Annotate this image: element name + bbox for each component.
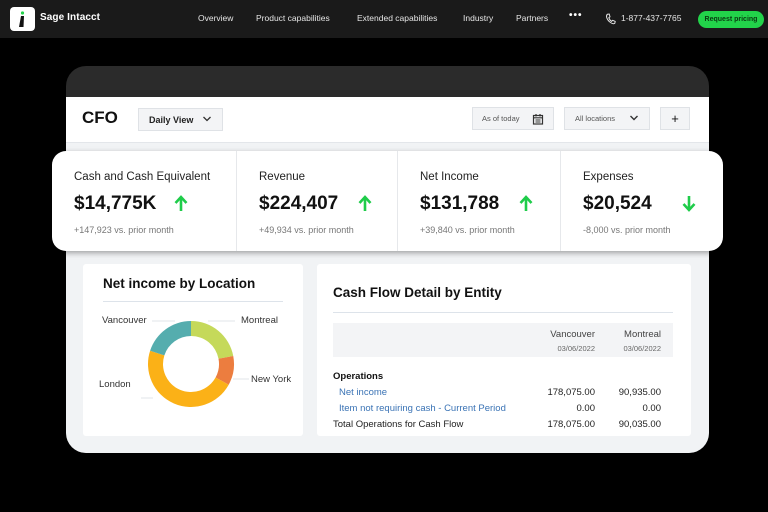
legend-label-montreal: Montreal	[241, 315, 278, 326]
calendar-icon	[532, 113, 544, 127]
nav-product-capabilities[interactable]: Product capabilities	[256, 13, 330, 23]
kpi-value: $14,775K	[74, 193, 157, 214]
brand-name[interactable]: Sage Intacct	[40, 12, 101, 23]
kpi-label: Revenue	[259, 171, 306, 183]
nav-partners[interactable]: Partners	[516, 13, 549, 23]
table-row-item-not-requiring-cash: Item not requiring cash - Current Period…	[333, 403, 673, 417]
donut-segment-new-york[interactable]	[215, 355, 234, 385]
cell-vancouver: 178,075.00	[547, 387, 595, 398]
kpi-delta: +147,923 vs. prior month	[74, 225, 174, 235]
column-header-montreal: Montreal	[624, 329, 661, 340]
sage-intacct-logo-icon[interactable]	[10, 7, 35, 31]
table-header: Vancouver 03/06/2022 Montreal 03/06/2022	[333, 323, 673, 357]
column-header-vancouver: Vancouver	[550, 329, 595, 340]
phone-icon	[605, 12, 616, 30]
cell-montreal: 0.00	[642, 403, 662, 414]
more-menu-icon[interactable]: •••	[569, 10, 583, 21]
nav-overview[interactable]: Overview	[198, 13, 234, 23]
kpi-delta: +49,934 vs. prior month	[259, 225, 354, 235]
card-title: Cash Flow Detail by Entity	[333, 285, 502, 300]
add-widget-button[interactable]: +	[660, 107, 690, 130]
donut-segment-london[interactable]	[148, 350, 229, 407]
kpi-strip: Cash and Cash Equivalent $14,775K +147,9…	[52, 151, 723, 251]
kpi-card-expenses[interactable]: Expenses $20,524 -8,000 vs. prior month	[561, 151, 723, 251]
chevron-down-icon	[629, 114, 639, 124]
kpi-label: Cash and Cash Equivalent	[74, 171, 211, 183]
legend-label-london: London	[99, 379, 131, 390]
kpi-card-cash[interactable]: Cash and Cash Equivalent $14,775K +147,9…	[52, 151, 237, 251]
kpi-value: $131,788	[420, 193, 500, 214]
arrow-up-icon	[358, 195, 372, 217]
item-not-requiring-cash-link[interactable]: Item not requiring cash - Current Period	[339, 403, 506, 414]
cell-montreal: 90,935.00	[618, 387, 661, 398]
chevron-down-icon	[202, 115, 212, 125]
cell-montreal: 90,035.00	[618, 419, 661, 430]
view-select-label: Daily View	[149, 114, 194, 125]
legend-label-new-york: New York	[251, 374, 292, 385]
cash-flow-detail-card: Cash Flow Detail by Entity Vancouver 03/…	[317, 264, 691, 436]
date-filter[interactable]: As of today	[472, 107, 554, 130]
kpi-value: $20,524	[583, 193, 652, 214]
request-pricing-button[interactable]: Request pricing	[698, 11, 764, 28]
table-row-net-income: Net income 178,075.00 90,935.00	[333, 387, 673, 401]
net-income-link[interactable]: Net income	[339, 387, 388, 398]
chart-title: Net income by Location	[103, 276, 256, 291]
kpi-card-net-income[interactable]: Net Income $131,788 +39,840 vs. prior mo…	[398, 151, 561, 251]
donut-segment-montreal[interactable]	[191, 321, 234, 359]
donut-chart	[141, 320, 249, 407]
kpi-label: Expenses	[583, 171, 634, 183]
arrow-up-icon	[519, 195, 533, 217]
table-row-operations: Operations	[333, 371, 673, 385]
column-date-montreal: 03/06/2022	[623, 344, 661, 353]
legend-label-vancouver: Vancouver	[102, 315, 147, 326]
location-select-label: All locations	[575, 114, 616, 123]
arrow-up-icon	[174, 195, 188, 217]
row-label: Total Operations for Cash Flow	[333, 419, 464, 430]
page-title: CFO	[82, 108, 118, 127]
donut-segment-vancouver[interactable]	[150, 321, 191, 356]
divider	[333, 312, 673, 313]
nav-extended-capabilities[interactable]: Extended capabilities	[357, 13, 438, 23]
kpi-delta: -8,000 vs. prior month	[583, 225, 671, 235]
cell-vancouver: 178,075.00	[547, 419, 595, 430]
dashboard-toolbar: CFO Daily View As of today	[66, 97, 709, 143]
arrow-down-icon	[682, 195, 696, 217]
kpi-label: Net Income	[420, 171, 479, 183]
view-select[interactable]: Daily View	[138, 108, 223, 131]
dashboard-frame: CFO Daily View As of today	[66, 66, 709, 453]
row-label: Operations	[333, 371, 384, 382]
top-nav: Sage Intacct Overview Product capabiliti…	[0, 0, 768, 38]
cell-vancouver: 0.00	[576, 403, 596, 414]
table-row-total-operations: Total Operations for Cash Flow 178,075.0…	[333, 419, 673, 433]
column-date-vancouver: 03/06/2022	[557, 344, 595, 353]
net-income-by-location-card: Net income by Location Vancouver Montrea…	[83, 264, 303, 436]
nav-industry[interactable]: Industry	[463, 13, 494, 23]
divider	[103, 301, 283, 302]
date-filter-label: As of today	[482, 114, 520, 123]
phone-number-link[interactable]: 1-877-437-7765	[621, 13, 682, 23]
location-select[interactable]: All locations	[564, 107, 650, 130]
kpi-value: $224,407	[259, 193, 339, 214]
kpi-delta: +39,840 vs. prior month	[420, 225, 515, 235]
kpi-card-revenue[interactable]: Revenue $224,407 +49,934 vs. prior month	[237, 151, 398, 251]
